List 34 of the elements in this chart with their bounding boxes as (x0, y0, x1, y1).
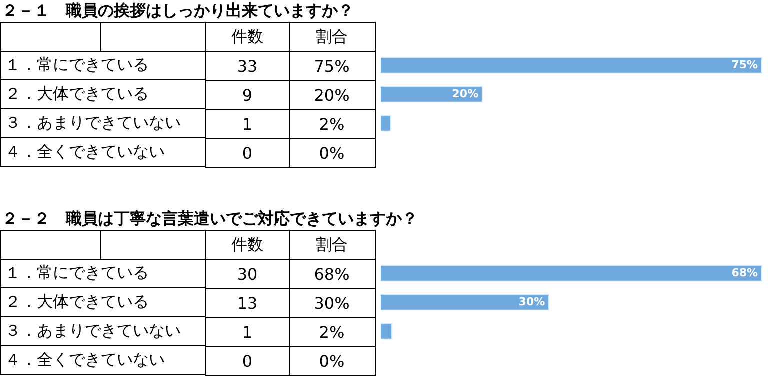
data-label: 2% (289, 110, 376, 138)
data-label: 1 (206, 110, 290, 138)
category-label: ２．大体できている (5, 292, 149, 310)
category-label: １．常にできている (5, 262, 149, 282)
category-label: ４．全くできていない (5, 142, 165, 160)
text: 30% (518, 295, 546, 308)
data-label: 30% (289, 288, 376, 318)
category-label: ３．あまりできていない (5, 112, 181, 132)
data-label: 75% (289, 52, 376, 80)
category-label: ４．全くできていない (5, 350, 165, 368)
data-label: 0 (206, 138, 290, 168)
data-label: 2% (289, 318, 376, 346)
text: 68% (732, 266, 758, 280)
data-label: 30 (206, 260, 290, 288)
data-label: 20% (289, 80, 376, 110)
category-label: ３．あまりできていない (5, 320, 181, 340)
text: 割合 (289, 230, 376, 260)
text: 20% (452, 87, 479, 100)
data-label: 0% (289, 346, 376, 376)
data-label: 9 (206, 80, 290, 110)
text: 75% (732, 58, 758, 72)
text: ２－１ 職員の挨拶はしっかり出来ていますか？ (1, 0, 354, 22)
text: 割合 (289, 22, 376, 52)
text: 件数 (206, 22, 290, 52)
data-label: 68% (289, 260, 376, 288)
data-label: 1 (206, 318, 290, 346)
category-label: １．常にできている (5, 54, 149, 74)
text: 件数 (206, 230, 290, 260)
data-label: 33 (206, 52, 290, 80)
text: ２－２ 職員は丁寧な言葉遣いでご対応できていますか？ (1, 208, 418, 230)
data-label: 0 (206, 346, 290, 376)
category-label: ２．大体できている (5, 84, 149, 102)
data-label: 0% (289, 138, 376, 168)
data-label: 13 (206, 288, 290, 318)
